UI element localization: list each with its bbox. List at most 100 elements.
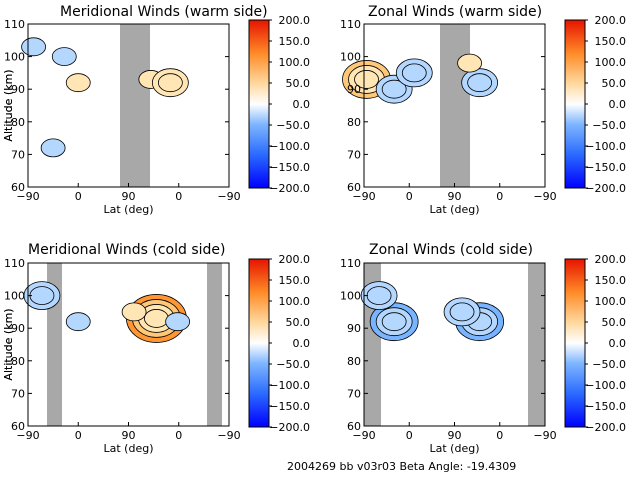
colorbar-tick-label: −50.0 (592, 119, 626, 132)
colorbar-tick-label: −200.0 (585, 421, 626, 434)
colorbar (564, 19, 586, 189)
y-tick-label: 70 (11, 387, 25, 400)
colorbar-tick-label: 50.0 (602, 316, 627, 329)
colorbar-tick-label: −100.0 (585, 140, 626, 153)
x-tick-label: 0 (496, 429, 503, 442)
colorbar-tick-label: 150.0 (279, 274, 311, 287)
contour-region (51, 47, 77, 66)
x-tick-label: −90 (352, 190, 375, 203)
x-tick-label: −90 (533, 190, 556, 203)
contour-region (381, 79, 407, 99)
colorbar-tick-label: −100.0 (585, 379, 626, 392)
x-tick-label: 0 (75, 190, 82, 203)
contour-region (381, 312, 407, 332)
colorbar (248, 258, 270, 428)
colorbar-tick-label: 50.0 (286, 77, 311, 90)
x-tick-label: 90 (122, 190, 136, 203)
y-tick-label: 60 (347, 181, 361, 194)
y-axis-label: Altitude (km) (2, 308, 15, 380)
colorbar (564, 258, 586, 428)
contour-region (144, 309, 169, 328)
colorbar-tick-label: 100.0 (279, 295, 311, 308)
x-axis-label: Lat (deg) (104, 203, 154, 216)
chart-title: Zonal Winds (cold side) (369, 242, 533, 258)
data-gap-band (440, 24, 470, 187)
x-tick-label: 90 (448, 429, 462, 442)
colorbar-tick-label: −200.0 (269, 182, 310, 195)
colorbar-tick-label: 150.0 (595, 35, 627, 48)
colorbar-tick-label: 150.0 (595, 274, 627, 287)
y-axis-label: Altitude (km) (2, 308, 15, 380)
colorbar-tick-label: −100.0 (269, 140, 310, 153)
chart-panel: Zonal Winds (cold side) 60 70 80 90 100 110 −90… (2, 242, 626, 455)
y-tick-label: 80 (347, 355, 361, 368)
x-tick-label: 0 (75, 429, 82, 442)
y-tick-label: 80 (347, 116, 361, 129)
contour-region (29, 286, 55, 306)
contour-region (65, 312, 91, 332)
contour-region (449, 302, 475, 322)
colorbar (248, 19, 270, 189)
chart-panel: Meridional Winds (warm side) 60 70 80 90 100 1… (2, 4, 310, 216)
y-tick-label: 90 (11, 83, 25, 96)
y-tick-label: 110 (340, 18, 361, 31)
y-tick-label: 70 (11, 148, 25, 161)
colorbar-tick-label: 0.0 (293, 337, 311, 350)
y-tick-label: 100 (340, 290, 361, 303)
y-tick-label: 100 (4, 290, 25, 303)
colorbar-tick-label: −200.0 (585, 182, 626, 195)
x-tick-label: 0 (496, 190, 503, 203)
colorbar-tick-label: 0.0 (293, 98, 311, 111)
chart-title: Meridional Winds (warm side) (60, 4, 268, 20)
chart-panel: Meridional Winds (cold side) 60 70 80 90 100 1… (2, 242, 310, 455)
x-tick-label: −90 (16, 190, 39, 203)
x-tick-label: 0 (406, 429, 413, 442)
y-tick-label: 90 (347, 322, 361, 335)
contour-region (157, 73, 183, 93)
y-tick-label: 80 (11, 116, 25, 129)
colorbar-tick-label: 0.0 (609, 98, 627, 111)
colorbar-tick-label: −150.0 (269, 161, 310, 174)
x-tick-label: 90 (448, 190, 462, 203)
colorbar-tick-label: 200.0 (279, 14, 311, 27)
y-tick-label: 60 (347, 420, 361, 433)
contour-region (40, 138, 66, 158)
chart-panel: Zonal Winds (warm side) 60 70 80 90 100 110 −90… (2, 4, 626, 216)
colorbar-tick-label: −150.0 (585, 161, 626, 174)
x-axis-label: Lat (deg) (104, 442, 154, 455)
colorbar-tick-label: 100.0 (279, 56, 311, 69)
contour-region (21, 37, 46, 57)
colorbar-tick-label: −150.0 (269, 400, 310, 413)
y-tick-label: 110 (4, 18, 25, 31)
x-tick-label: −90 (217, 429, 240, 442)
contour-region (457, 53, 482, 73)
colorbar-tick-label: −150.0 (585, 400, 626, 413)
y-axis-label: Altitude (km) (2, 69, 15, 141)
contour-region (354, 70, 379, 89)
x-tick-label: 0 (406, 190, 413, 203)
y-tick-label: 90 (11, 322, 25, 335)
data-gap-band (120, 24, 150, 187)
colorbar-tick-label: −200.0 (269, 421, 310, 434)
colorbar-tick-label: −50.0 (276, 358, 310, 371)
x-tick-label: 0 (175, 190, 182, 203)
contour-region (401, 63, 427, 83)
x-tick-label: −90 (217, 190, 240, 203)
data-gap-band (207, 263, 222, 426)
x-axis-label: Lat (deg) (430, 442, 480, 455)
x-tick-label: 90 (122, 429, 136, 442)
chart-title: Meridional Winds (cold side) (28, 242, 226, 258)
y-tick-label: 60 (11, 420, 25, 433)
contour-region (121, 302, 147, 322)
colorbar-tick-label: 200.0 (595, 14, 627, 27)
y-tick-label: 60 (11, 181, 25, 194)
colorbar-tick-label: −50.0 (592, 358, 626, 371)
y-tick-label: 70 (347, 387, 361, 400)
contour-region (467, 73, 493, 93)
colorbar-tick-label: 200.0 (279, 253, 311, 266)
contour-region (165, 312, 191, 332)
colorbar-tick-label: −100.0 (269, 379, 310, 392)
x-tick-label: −90 (533, 429, 556, 442)
data-gap-band (528, 263, 545, 426)
